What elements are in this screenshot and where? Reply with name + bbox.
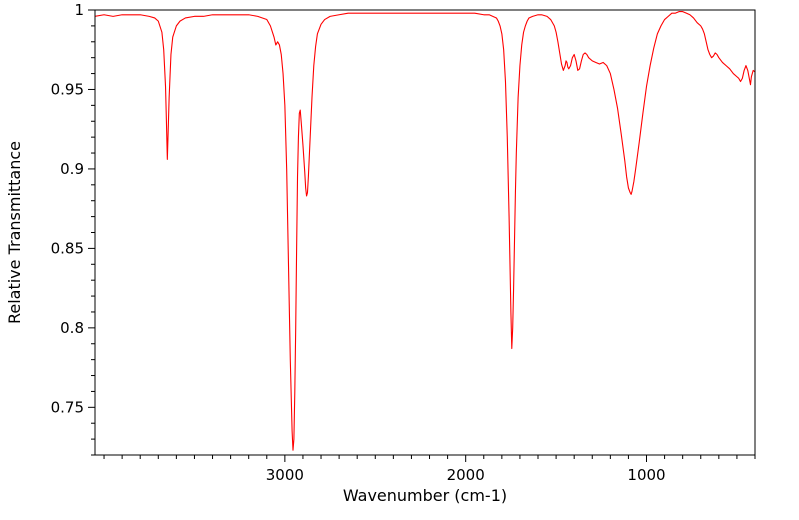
spectrum-line <box>95 11 755 451</box>
tick-label: 0.95 <box>51 80 84 98</box>
plot-area <box>95 10 755 455</box>
tick-label: 0.9 <box>60 160 84 178</box>
tick-label: 0.75 <box>51 398 84 416</box>
x-axis-label: Wavenumber (cm-1) <box>343 486 507 505</box>
axis-tick-labels: 3000 2000 1000 0.75 0.8 0.85 0.9 0.95 1 <box>51 1 666 484</box>
tick-label: 0.85 <box>51 239 84 257</box>
tick-label: 2000 <box>447 466 485 484</box>
plot-border <box>94 9 756 456</box>
tick-label: 1000 <box>627 466 665 484</box>
tick-label: 3000 <box>266 466 304 484</box>
y-axis-label: Relative Transmittance <box>5 141 24 324</box>
tick-label: 1 <box>74 1 84 19</box>
axis-ticks <box>88 9 756 462</box>
tick-label: 0.8 <box>60 319 84 337</box>
